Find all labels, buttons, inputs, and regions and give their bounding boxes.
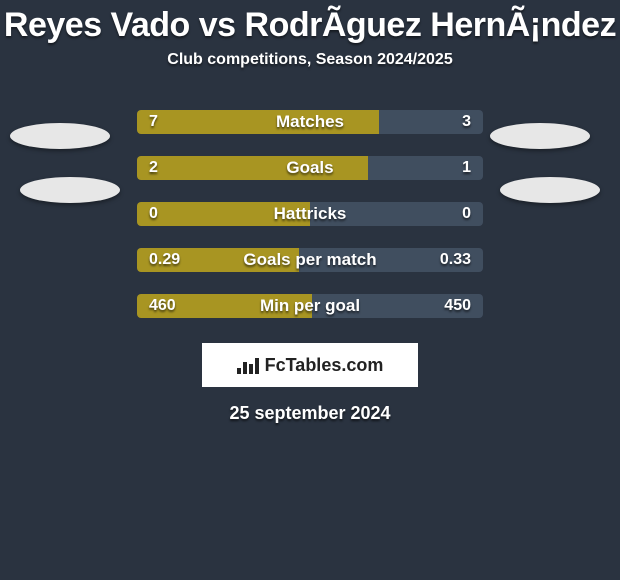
brand-text: FcTables.com xyxy=(265,355,384,376)
bar-track: 21Goals xyxy=(137,156,483,180)
bars-icon xyxy=(237,356,259,374)
metric-label: Matches xyxy=(137,110,483,134)
background-ellipse xyxy=(20,177,120,203)
metric-label: Hattricks xyxy=(137,202,483,226)
page-title: Reyes Vado vs RodrÃ­guez HernÃ¡ndez xyxy=(0,0,620,45)
metric-label: Goals per match xyxy=(137,248,483,272)
metric-label: Min per goal xyxy=(137,294,483,318)
background-ellipse xyxy=(10,123,110,149)
bar-track: 0.290.33Goals per match xyxy=(137,248,483,272)
metric-label: Goals xyxy=(137,156,483,180)
background-ellipse xyxy=(490,123,590,149)
brand-badge: FcTables.com xyxy=(202,343,418,387)
date-label: 25 september 2024 xyxy=(0,403,620,424)
bar-track: 73Matches xyxy=(137,110,483,134)
bar-track: 00Hattricks xyxy=(137,202,483,226)
page-subtitle: Club competitions, Season 2024/2025 xyxy=(0,51,620,69)
stat-row: 0.290.33Goals per match xyxy=(0,237,620,283)
background-ellipse xyxy=(500,177,600,203)
bar-track: 460450Min per goal xyxy=(137,294,483,318)
stat-row: 460450Min per goal xyxy=(0,283,620,329)
